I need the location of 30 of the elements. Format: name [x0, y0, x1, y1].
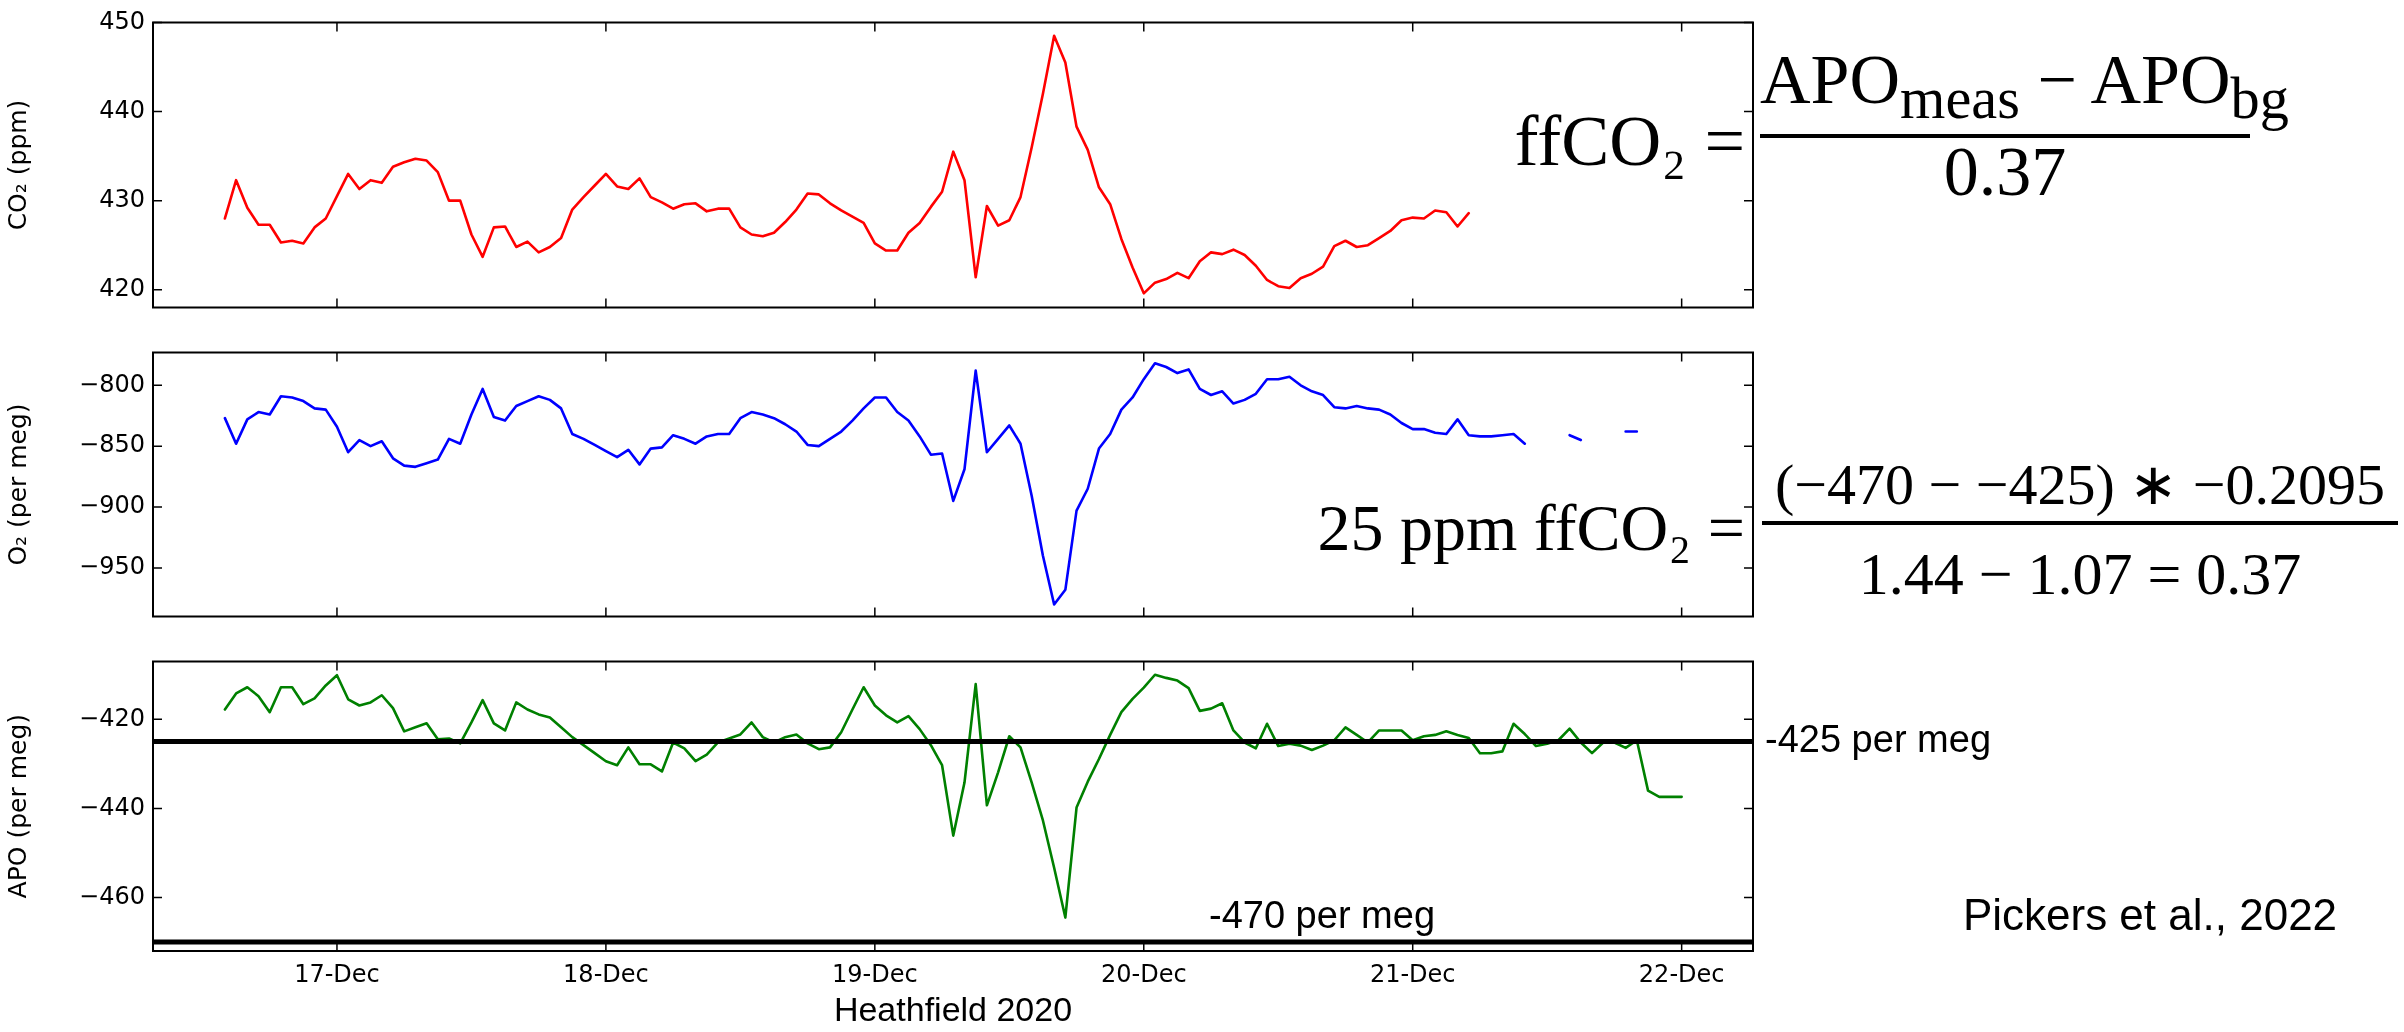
- annotation: 25 ppm ffCO₂ =: [1316, 490, 1745, 566]
- y-tick-label: −440: [79, 792, 145, 821]
- text: 0.37: [1942, 132, 2068, 212]
- y-axis-title: O₂ (per meg): [2, 403, 32, 566]
- y-tick-label: 450: [99, 6, 145, 35]
- y-axis-title: APO (per meg): [2, 714, 32, 899]
- ref-line-label: -470 per meg: [1209, 893, 1436, 936]
- annotation: ffCO₂ =: [1513, 100, 1745, 183]
- y-tick-label: −850: [79, 430, 145, 459]
- y-tick-label: 430: [99, 184, 145, 213]
- x-tick-label: 22-Dec: [1638, 959, 1725, 988]
- x-tick-label: 18-Dec: [563, 959, 649, 988]
- y-axis-title: CO₂ (ppm): [2, 99, 32, 231]
- y-tick-label: 420: [99, 274, 145, 303]
- y-tick-label: −800: [79, 369, 145, 398]
- x-tick-label: 20-Dec: [1100, 959, 1187, 988]
- text: 1.44 − 1.07 = 0.37: [1857, 540, 2303, 609]
- x-tick-label: 17-Dec: [294, 959, 380, 988]
- y-tick-label: 440: [99, 95, 145, 124]
- x-tick-label: 21-Dec: [1369, 959, 1456, 988]
- text: APO$_{meas}$ − APO$_{bg}$: [1760, 41, 2289, 131]
- y-tick-label: −460: [79, 881, 145, 910]
- ref-line-label: -425 per meg: [1765, 718, 1992, 761]
- x-tick-label: 19-Dec: [832, 959, 918, 988]
- text: Pickers et al., 2022: [1961, 890, 2339, 941]
- y-tick-label: −900: [79, 491, 145, 520]
- x-axis-title: Heathfield 2020: [833, 989, 1073, 1028]
- text: (−470 − −425) ∗ −0.2095: [1762, 452, 2398, 525]
- y-tick-label: −420: [79, 703, 145, 732]
- y-tick-label: −950: [79, 552, 145, 581]
